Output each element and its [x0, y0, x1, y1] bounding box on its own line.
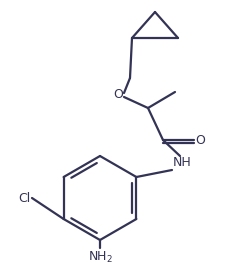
- Text: NH: NH: [173, 156, 191, 169]
- Text: Cl: Cl: [18, 191, 30, 205]
- Text: NH$_2$: NH$_2$: [88, 249, 113, 263]
- Text: O: O: [195, 134, 205, 146]
- Text: O: O: [113, 89, 123, 102]
